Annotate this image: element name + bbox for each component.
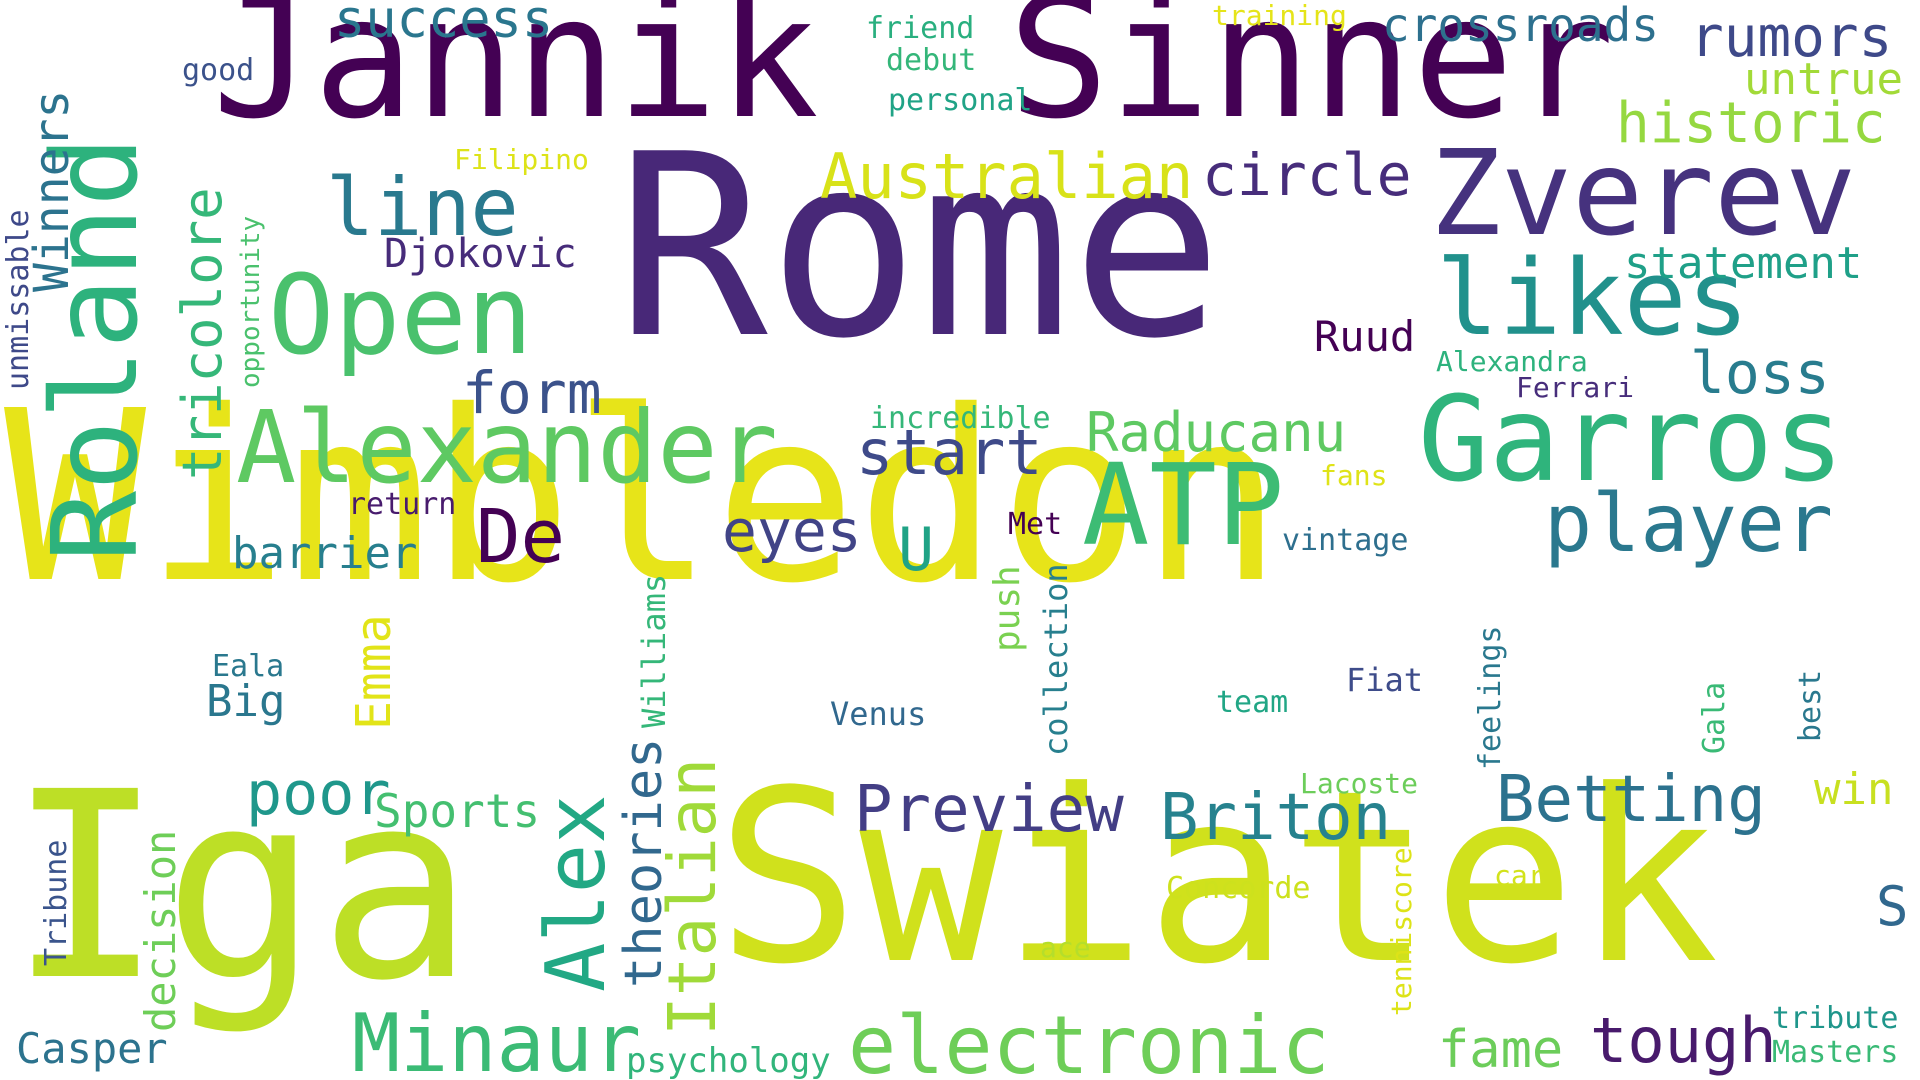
word-psychology: psychology xyxy=(626,1041,831,1080)
word-masters: Masters xyxy=(1772,1035,1899,1070)
word-u: U xyxy=(898,515,935,585)
word-opportunity: opportunity xyxy=(236,215,266,388)
word-eyes: eyes xyxy=(722,497,862,565)
word-iga: Iga xyxy=(8,737,474,1037)
word-player: player xyxy=(1544,477,1833,570)
word-gala: Gala xyxy=(1697,681,1732,754)
word-theories: theories xyxy=(614,737,674,988)
word-fiat: Fiat xyxy=(1346,661,1424,699)
word-line: line xyxy=(326,161,519,254)
word-decision: decision xyxy=(136,829,185,1032)
word-fame: fame xyxy=(1438,1020,1564,1080)
word-friend: friend xyxy=(866,11,975,46)
word-alexander: Alexander xyxy=(236,389,778,506)
word-form: form xyxy=(462,359,602,427)
word-ferrari: Ferrari xyxy=(1516,371,1635,404)
word-filipino: Filipino xyxy=(454,143,589,176)
word-start: start xyxy=(856,416,1043,489)
word-jannik: Jannik xyxy=(212,0,819,156)
word-training: training xyxy=(1212,0,1347,32)
word-tricolore: tricolore xyxy=(171,187,234,480)
word-garros: Garros xyxy=(1418,370,1845,508)
word-preview: Preview xyxy=(854,773,1124,847)
word-win: win xyxy=(1814,764,1894,815)
word-circle: circle xyxy=(1202,141,1412,209)
word-open: Open xyxy=(268,251,533,379)
word-vintage: vintage xyxy=(1282,523,1409,558)
word-eala: Eala xyxy=(212,649,285,684)
word-williams: Williams xyxy=(635,573,673,728)
word-alexandra: Alexandra xyxy=(1436,345,1588,378)
word-crossroads: crossroads xyxy=(1382,0,1659,52)
word-venus: Venus xyxy=(830,695,927,733)
word-wimbledon: Wimbledon xyxy=(4,360,1283,635)
word-australian: Australian xyxy=(820,140,1194,213)
word-sports: Sports xyxy=(374,784,541,838)
word-incredible: incredible xyxy=(870,401,1051,436)
word-loss: loss xyxy=(1690,339,1830,407)
word-debut: debut xyxy=(886,43,977,78)
word-barrier: barrier xyxy=(232,528,418,579)
word-tenniscore: tenniscore xyxy=(1385,847,1418,1016)
word-push: push xyxy=(987,565,1028,652)
word-rumors: rumors xyxy=(1690,5,1893,70)
word-car: car xyxy=(1494,859,1545,892)
word-minaur: Minaur xyxy=(352,997,641,1080)
word-emma: Emma xyxy=(346,614,402,730)
word-best: best xyxy=(1793,669,1828,742)
word-tough: tough xyxy=(1590,1004,1777,1077)
word-met: Met xyxy=(1008,507,1063,542)
word-lacoste: Lacoste xyxy=(1300,767,1419,800)
word-zverev: Zverev xyxy=(1430,124,1857,262)
word-fans: fans xyxy=(1320,459,1388,492)
word-rome: Rome xyxy=(616,101,1223,394)
word-s: S xyxy=(1876,875,1909,938)
word-feelings: feelings xyxy=(1473,625,1508,771)
word-personal: personal xyxy=(888,83,1033,118)
word-historic: historic xyxy=(1616,91,1886,156)
word-poor: poor xyxy=(246,759,391,829)
word-statement: statement xyxy=(1624,238,1863,289)
word-likes: likes xyxy=(1436,237,1750,359)
word-electronic: electronic xyxy=(848,999,1330,1080)
word-collection: collection xyxy=(1037,563,1075,756)
word-ace: ace xyxy=(1040,931,1091,964)
word-tribute: tribute xyxy=(1772,1001,1899,1036)
word-djokovic: Djokovic xyxy=(384,231,577,277)
word-team: team xyxy=(1216,685,1289,720)
word-betting: Betting xyxy=(1496,763,1766,837)
word-success: success xyxy=(334,0,554,50)
word-casper: Casper xyxy=(16,1024,168,1073)
word-concorde: Concorde xyxy=(1166,871,1311,906)
word-de: De xyxy=(476,494,566,580)
word-alex: Alex xyxy=(529,794,624,992)
word-sinner: Sinner xyxy=(1008,0,1615,156)
word-return: return xyxy=(348,487,457,522)
word-atp: ATP xyxy=(1082,441,1285,571)
word-raducanu: Raducanu xyxy=(1086,401,1347,464)
word-untrue: untrue xyxy=(1744,54,1903,105)
word-big: Big xyxy=(206,676,286,727)
word-swiatek: Swiatek xyxy=(716,740,1720,1017)
word-ruud: Ruud xyxy=(1314,312,1416,361)
word-unmissable: unmissable xyxy=(1,209,36,390)
word-briton: Briton xyxy=(1160,781,1392,855)
word-good: good xyxy=(182,53,255,88)
word-tribune: Tribune xyxy=(39,839,74,966)
